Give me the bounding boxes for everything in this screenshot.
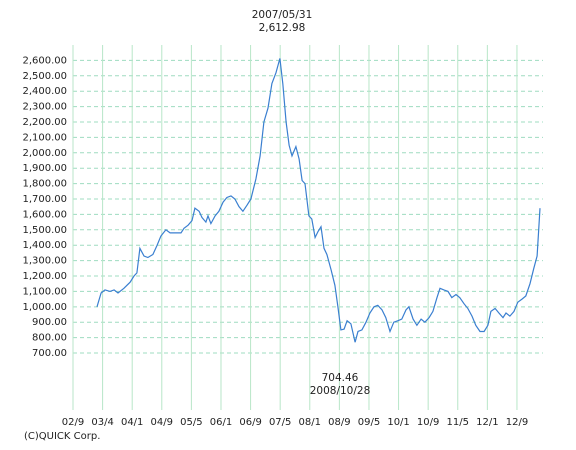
annotation: 2008/10/28	[310, 385, 371, 397]
y-tick-label: 2,100.00	[22, 132, 67, 143]
x-tick-label: 10/1	[387, 417, 409, 428]
x-tick-label: 12/1	[476, 417, 498, 428]
y-tick-label: 2,600.00	[22, 55, 67, 66]
x-tick-label: 11/5	[447, 417, 469, 428]
y-tick-label: 900.00	[32, 317, 67, 328]
y-tick-label: 1,900.00	[22, 163, 67, 174]
x-tick-label: 12/9	[506, 417, 528, 428]
annotation: 704.46	[322, 372, 359, 384]
y-tick-label: 1,500.00	[22, 225, 67, 236]
x-tick-label: 08/9	[328, 417, 350, 428]
y-tick-label: 1,800.00	[22, 179, 67, 190]
y-tick-label: 2,000.00	[22, 148, 67, 159]
annotation: 2007/05/31	[252, 9, 313, 21]
y-tick-label: 2,300.00	[22, 102, 67, 113]
y-tick-label: 800.00	[32, 333, 67, 344]
price-line	[96, 58, 541, 343]
y-tick-label: 1,300.00	[22, 256, 67, 267]
x-tick-label: 06/1	[210, 417, 232, 428]
y-tick-label: 1,200.00	[22, 271, 67, 282]
x-tick-label: 02/9	[62, 417, 84, 428]
x-tick-label: 10/9	[417, 417, 439, 428]
x-tick-label: 04/1	[121, 417, 143, 428]
y-tick-label: 2,200.00	[22, 117, 67, 128]
y-tick-label: 700.00	[32, 348, 67, 359]
x-tick-label: 04/9	[151, 417, 173, 428]
x-tick-label: 05/5	[180, 417, 202, 428]
y-tick-label: 1,600.00	[22, 209, 67, 220]
y-tick-label: 1,700.00	[22, 194, 67, 205]
x-tick-label: 03/4	[91, 417, 113, 428]
x-tick-label: 06/9	[239, 417, 261, 428]
y-tick-label: 1,400.00	[22, 240, 67, 251]
copyright: (C)QUICK Corp.	[24, 431, 100, 442]
y-tick-label: 1,100.00	[22, 286, 67, 297]
x-tick-label: 07/5	[269, 417, 291, 428]
x-tick-label: 09/5	[358, 417, 380, 428]
y-tick-label: 2,400.00	[22, 86, 67, 97]
y-tick-label: 1,000.00	[22, 302, 67, 313]
annotation: 2,612.98	[259, 22, 306, 34]
y-tick-label: 2,500.00	[22, 71, 67, 82]
x-tick-label: 08/1	[299, 417, 321, 428]
